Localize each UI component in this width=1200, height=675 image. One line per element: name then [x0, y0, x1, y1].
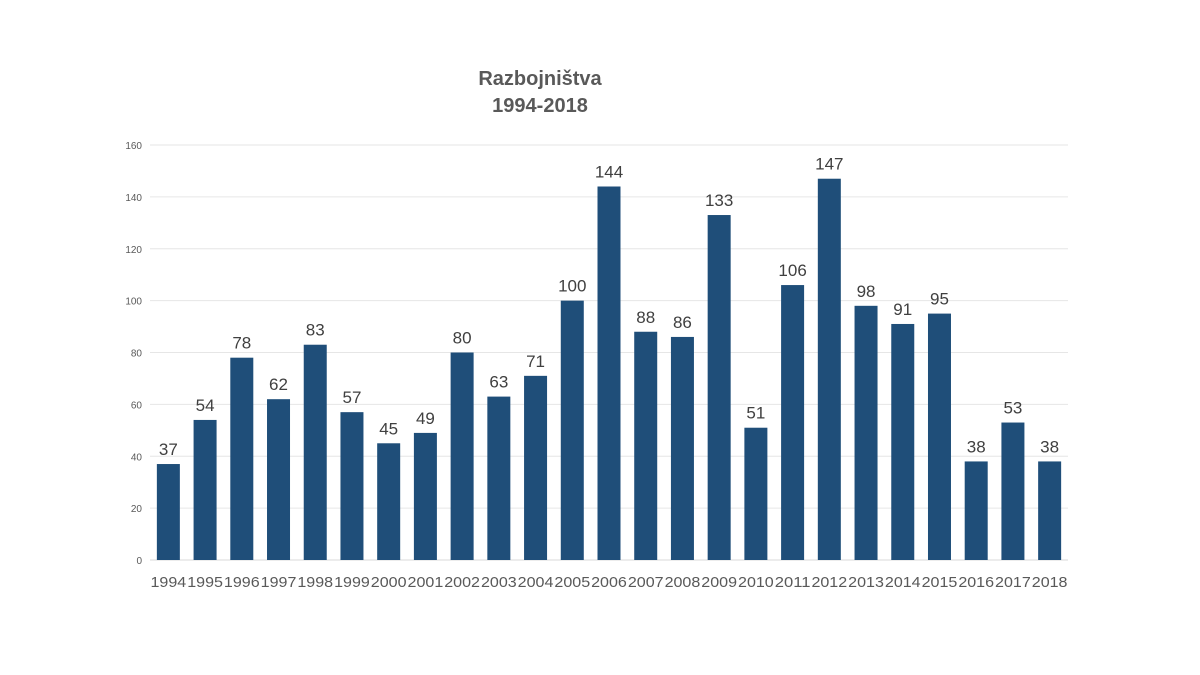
data-label: 37: [159, 440, 178, 459]
data-label: 53: [1003, 399, 1022, 418]
data-label: 98: [857, 282, 876, 301]
x-tick-label: 2010: [738, 574, 774, 591]
data-label: 144: [595, 163, 623, 182]
y-tick-label: 0: [136, 556, 142, 567]
data-label: 147: [815, 155, 843, 174]
x-tick-label: 1997: [261, 574, 297, 591]
x-tick-label: 2007: [628, 574, 664, 591]
data-label: 100: [558, 277, 586, 296]
x-tick-label: 1996: [224, 574, 260, 591]
y-tick-label: 80: [131, 349, 143, 360]
x-tick-label: 2014: [885, 574, 921, 591]
bar-1997: [267, 399, 291, 560]
data-label: 54: [196, 396, 215, 415]
x-tick-label: 1995: [187, 574, 223, 591]
data-label: 38: [967, 437, 986, 456]
data-label: 51: [746, 404, 765, 423]
bar-2015: [927, 313, 951, 560]
bar-2000: [377, 443, 401, 560]
bar-1996: [230, 357, 254, 560]
data-label: 86: [673, 313, 692, 332]
x-tick-label: 2009: [701, 574, 737, 591]
bar-2009: [707, 215, 731, 560]
bar-2007: [634, 331, 658, 560]
data-label: 78: [232, 334, 251, 353]
x-tick-label: 1994: [151, 574, 187, 591]
data-label: 63: [489, 373, 508, 392]
bar-2018: [1038, 461, 1062, 560]
bar-2010: [744, 427, 768, 560]
bar-2001: [413, 432, 437, 560]
x-tick-label: 2015: [922, 574, 958, 591]
x-tick-label: 2011: [775, 574, 811, 591]
bar-2012: [817, 178, 841, 560]
bar-2013: [854, 305, 878, 560]
data-label: 80: [453, 329, 472, 348]
bar-1994: [156, 464, 180, 560]
data-label: 88: [636, 308, 655, 327]
data-label: 57: [342, 388, 361, 407]
bar-1999: [340, 412, 364, 560]
data-label: 95: [930, 290, 949, 309]
x-tick-label: 2000: [371, 574, 407, 591]
y-tick-label: 140: [125, 193, 142, 204]
data-label: 71: [526, 352, 545, 371]
x-tick-label: 2016: [958, 574, 994, 591]
chart-title: Razbojništva: [478, 68, 602, 90]
x-tick-label: 2018: [1032, 574, 1068, 591]
bar-2014: [891, 323, 915, 560]
data-label: 45: [379, 419, 398, 438]
x-tick-label: 2006: [591, 574, 627, 591]
x-tick-label: 2004: [518, 574, 554, 591]
y-tick-label: 40: [131, 452, 143, 463]
bar-2003: [487, 396, 511, 560]
x-tick-label: 2005: [554, 574, 590, 591]
x-tick-label: 1998: [297, 574, 333, 591]
bar-2008: [670, 336, 694, 560]
bar-2002: [450, 352, 474, 560]
x-tick-label: 2012: [811, 574, 847, 591]
y-tick-label: 100: [125, 297, 142, 308]
x-tick-label: 2008: [665, 574, 701, 591]
bar-1995: [193, 419, 217, 560]
y-tick-label: 60: [131, 400, 143, 411]
bar-2016: [964, 461, 988, 560]
y-tick-label: 20: [131, 504, 143, 515]
data-label: 91: [893, 300, 912, 319]
x-tick-label: 1999: [334, 574, 370, 591]
bar-2011: [781, 285, 805, 560]
x-tick-label: 2003: [481, 574, 517, 591]
x-tick-label: 2002: [444, 574, 480, 591]
data-label: 133: [705, 191, 733, 210]
data-label: 49: [416, 409, 435, 428]
bar-1998: [303, 344, 327, 560]
bar-2017: [1001, 422, 1025, 560]
data-label: 38: [1040, 437, 1059, 456]
chart-subtitle: 1994-2018: [492, 95, 588, 117]
data-label: 62: [269, 375, 288, 394]
y-tick-label: 160: [125, 141, 142, 152]
y-tick-label: 120: [125, 245, 142, 256]
x-tick-label: 2001: [408, 574, 444, 591]
data-label: 83: [306, 321, 325, 340]
x-tick-label: 2013: [848, 574, 884, 591]
bar-2005: [560, 300, 584, 560]
bar-2004: [524, 375, 548, 560]
x-tick-label: 2017: [995, 574, 1031, 591]
bar-2006: [597, 186, 621, 560]
data-label: 106: [778, 261, 806, 280]
